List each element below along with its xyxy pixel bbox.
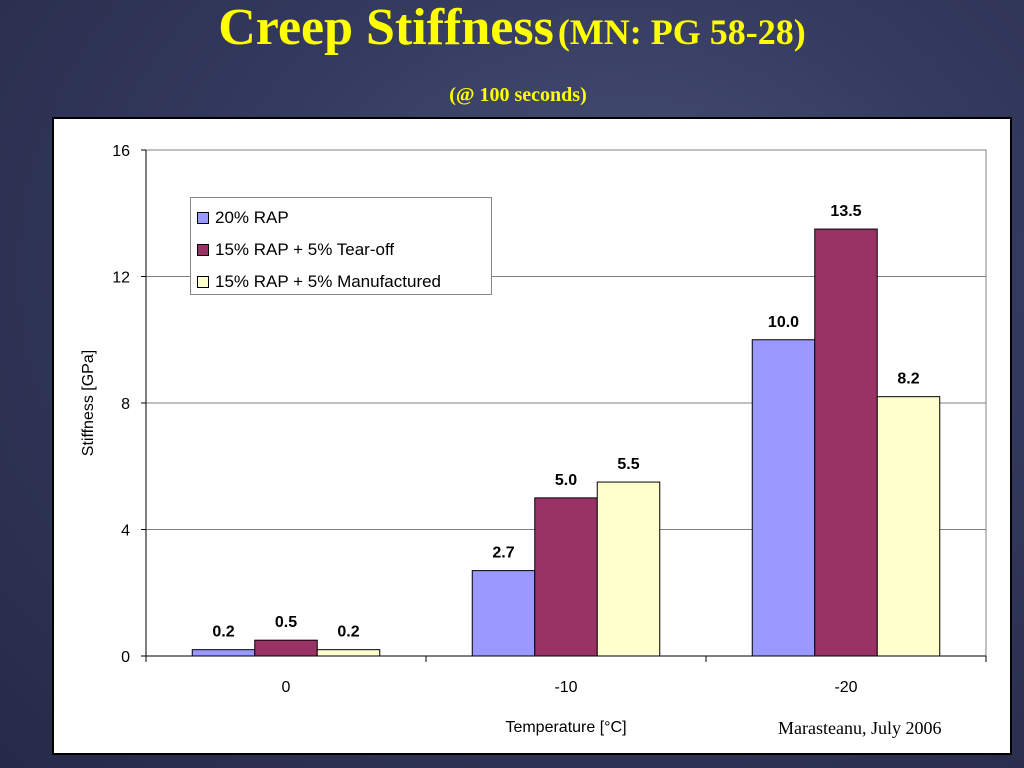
slide-title: Creep Stiffness (MN: PG 58-28) [0,2,1024,54]
legend-label: 20% RAP [215,208,289,227]
y-axis-title: Stiffness [GPa] [80,350,97,456]
bar [534,497,598,657]
data-label: 5.0 [555,472,577,489]
y-tick-label: 8 [121,396,130,413]
title-main: Creep Stiffness [218,0,554,56]
bar [191,649,256,657]
bar [596,481,661,657]
data-label: 0.5 [275,614,297,631]
data-label: 5.5 [617,456,639,473]
legend-item: 15% RAP + 5% Tear-off [197,234,491,266]
x-tick-label: -20 [834,679,857,696]
y-tick-label: 4 [121,523,130,540]
data-label: 13.5 [830,203,861,220]
legend-swatch [197,244,209,256]
data-label: 0.2 [212,624,234,641]
bar [471,570,536,657]
bar [751,339,816,657]
bar [254,639,318,657]
slide-subtitle: (@ 100 seconds) [449,84,587,106]
y-tick-label: 12 [112,270,130,287]
credit-text: Marasteanu, July 2006 [778,718,942,738]
legend-swatch [197,276,209,288]
bar [876,396,941,657]
y-tick-label: 16 [112,143,130,160]
legend-label: 15% RAP + 5% Tear-off [215,240,395,259]
title-sub: (MN: PG 58-28) [557,12,806,52]
data-label: 0.2 [337,624,359,641]
legend-swatch [197,212,209,224]
legend-label: 15% RAP + 5% Manufactured [215,272,442,291]
x-tick-label: -10 [554,679,577,696]
chart-legend: 20% RAP 15% RAP + 5% Tear-off 15% RAP + 5%… [190,197,492,295]
y-tick-label: 0 [121,649,130,666]
legend-item: 20% RAP [197,202,491,234]
x-tick-label: 0 [282,679,291,696]
legend-item: 15% RAP + 5% Manufactured [197,266,491,298]
data-label: 2.7 [492,545,514,562]
x-axis-title: Temperature [°C] [505,719,626,736]
data-label: 10.0 [768,314,799,331]
bar [814,228,878,657]
bar [316,649,381,657]
data-label: 8.2 [897,371,919,388]
